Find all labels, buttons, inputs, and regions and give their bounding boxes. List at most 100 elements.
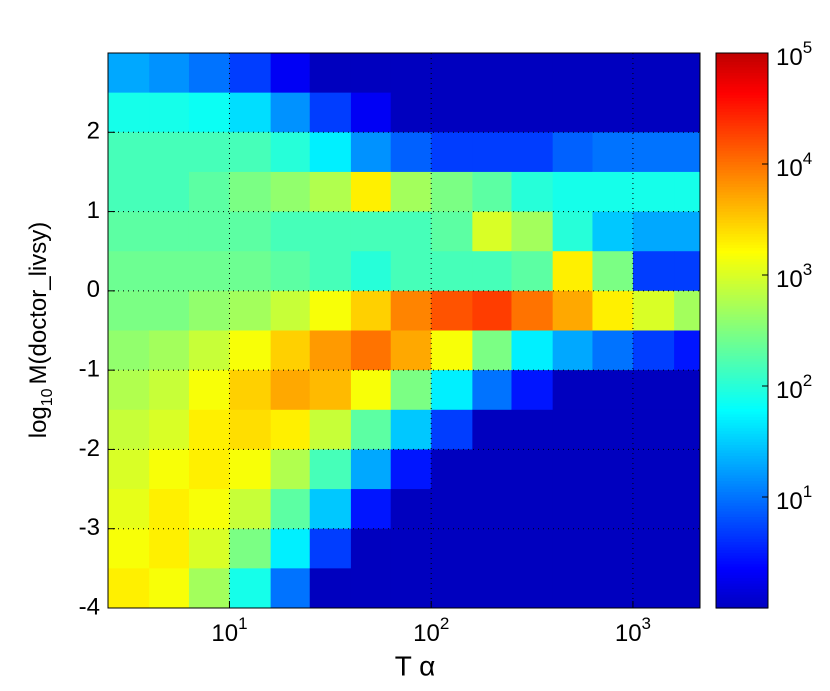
colorbar-tick-label: 104 [776, 149, 812, 182]
colorbar-slice [716, 94, 768, 98]
heatmap-cell [350, 171, 392, 213]
heatmap-cell [552, 132, 593, 173]
heatmap-cell [552, 92, 593, 133]
heatmap-cell [674, 290, 701, 331]
heatmap-cell [149, 251, 190, 292]
colorbar-slice [716, 338, 768, 343]
colorbar-slice [716, 302, 768, 307]
colorbar-slice [716, 458, 768, 462]
colorbar-slice [716, 172, 768, 176]
colorbar-slice [716, 111, 768, 115]
heatmap [108, 53, 701, 609]
colorbar-slice [716, 286, 768, 290]
heatmap-cell [472, 92, 512, 133]
heatmap-cell [592, 290, 634, 331]
colorbar-slice [716, 491, 768, 495]
heatmap-cell [350, 53, 392, 94]
colorbar-tick-label-exponent: 4 [803, 149, 812, 168]
colorbar-slice [716, 580, 768, 584]
plot-frame [107, 52, 701, 609]
heatmap-cell [511, 489, 554, 530]
colorbar-tick-label-exponent: 3 [803, 260, 812, 279]
colorbar-slice [716, 297, 768, 301]
colorbar-slice [716, 180, 768, 185]
y-label-subscript: 10 [39, 388, 56, 406]
heatmap-cell [108, 132, 150, 173]
heatmap-cell [149, 290, 190, 331]
heatmap-cell [309, 370, 352, 411]
colorbar-slice [716, 594, 768, 598]
heatmap-cell [592, 489, 634, 530]
colorbar-slice [716, 283, 768, 287]
colorbar-slice [716, 205, 768, 209]
heatmap-cell [188, 370, 230, 411]
heatmap-cell [674, 211, 701, 252]
heatmap-cell [108, 528, 150, 569]
heatmap-cell [511, 370, 554, 411]
heatmap-cell [511, 290, 554, 331]
colorbar-slice [716, 269, 768, 273]
x-tick-label-base: 10 [615, 620, 642, 647]
colorbar-slice [716, 355, 768, 359]
colorbar-slice [716, 116, 768, 121]
colorbar-slice [716, 460, 768, 465]
heatmap-cell [511, 449, 554, 490]
colorbar-slice [716, 402, 768, 407]
heatmap-cell [309, 449, 352, 490]
heatmap-cell [511, 132, 554, 173]
colorbar-slice [716, 166, 768, 171]
colorbar-slice [716, 583, 768, 587]
colorbar-slice [716, 444, 768, 448]
heatmap-cell [511, 409, 554, 450]
heatmap-cell [188, 330, 230, 371]
colorbar-slice [716, 316, 768, 320]
heatmap-cell [472, 53, 512, 94]
heatmap-cell [552, 370, 593, 411]
colorbar-slice [716, 588, 768, 592]
colorbar-slice [716, 72, 768, 76]
colorbar-tick-label: 101 [776, 482, 812, 515]
colorbar-slice [716, 200, 768, 204]
colorbar-slice [716, 591, 768, 595]
heatmap-cell [108, 409, 150, 450]
colorbar-slice [716, 272, 768, 276]
colorbar-slice [716, 369, 768, 373]
heatmap-cell [309, 290, 352, 331]
colorbar-slice [716, 422, 768, 426]
colorbar-slice [716, 58, 768, 62]
colorbar-slice [716, 97, 768, 101]
colorbar-slice [716, 497, 768, 501]
colorbar-slice [716, 125, 768, 129]
heatmap-cell [431, 53, 473, 94]
heatmap-cell [309, 53, 352, 94]
colorbar-slice [716, 344, 768, 348]
heatmap-cell [472, 211, 512, 252]
colorbar-slice [716, 80, 768, 85]
colorbar-slice [716, 505, 768, 509]
colorbar-slice [716, 472, 768, 476]
heatmap-cell [350, 528, 392, 569]
heatmap-cell [270, 528, 311, 569]
heatmap-cell [390, 330, 432, 371]
colorbar-slice [716, 377, 768, 382]
heatmap-cell [229, 290, 272, 331]
colorbar-slice [716, 602, 768, 606]
heatmap-cell [674, 92, 701, 133]
colorbar-slice [716, 277, 768, 282]
heatmap-cell [431, 568, 473, 609]
colorbar-slice [716, 524, 768, 529]
heatmap-cell [108, 330, 150, 371]
heatmap-cell [229, 528, 272, 569]
heatmap-cell [229, 53, 272, 94]
x-tick-label: 102 [413, 614, 449, 647]
heatmap-cell [552, 528, 593, 569]
heatmap-cell [472, 568, 512, 609]
heatmap-cell [552, 171, 593, 213]
colorbar-slice [716, 399, 768, 404]
colorbar-slice [716, 227, 768, 232]
heatmap-cell [108, 53, 150, 94]
colorbar-slice [716, 305, 768, 309]
heatmap-cell [149, 53, 190, 94]
heatmap-cell [552, 53, 593, 94]
colorbar-slice [716, 566, 768, 570]
